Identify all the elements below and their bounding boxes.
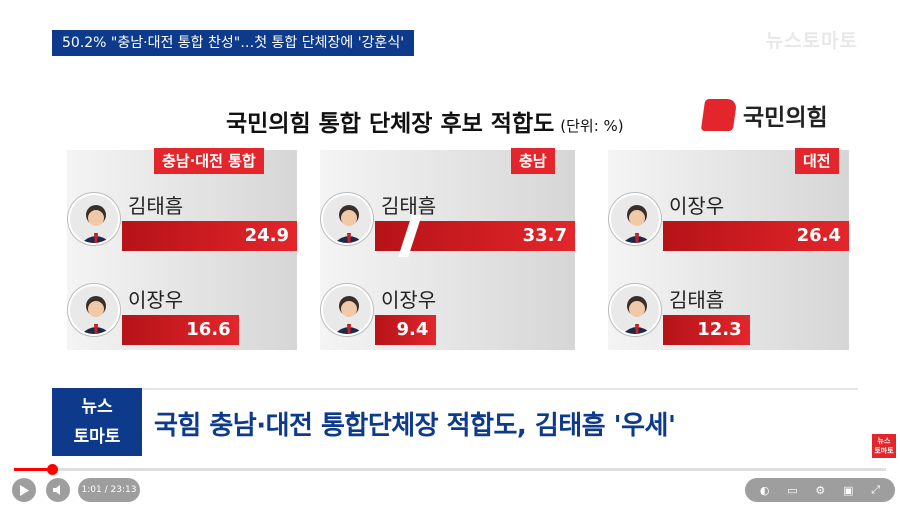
- bar: [122, 221, 297, 251]
- chart-title: 국민의힘 통합 단체장 후보 적합도 (단위: %): [226, 104, 624, 138]
- time-display: 1:01 / 23:13: [78, 478, 140, 502]
- candidate-photo: [609, 284, 661, 336]
- corner-logo: 뉴스 토마토: [872, 434, 896, 458]
- bar: [663, 221, 849, 251]
- subtitles-icon[interactable]: ▭: [787, 483, 798, 497]
- play-button[interactable]: [12, 478, 36, 502]
- lower-third-bar: 국힘 충남·대전 통합단체장 적합도, 김태흠 '우세': [142, 388, 858, 456]
- candidate-name: 김태흠: [381, 194, 437, 218]
- candidate-photo: [321, 193, 373, 245]
- bar: [663, 315, 750, 345]
- bar-value-label: 24.9: [244, 225, 289, 246]
- miniplayer-icon[interactable]: ▣: [843, 483, 854, 497]
- progress-fill: [14, 468, 53, 471]
- party-logo: 국민의힘: [700, 98, 828, 132]
- headline: 국힘 충남·대전 통합단체장 적합도, 김태흠 '우세': [154, 410, 676, 441]
- chart-title-text: 국민의힘 통합 단체장 후보 적합도: [226, 111, 555, 137]
- bar-value-label: 9.4: [396, 319, 429, 340]
- corner-logo-line1: 뉴스: [877, 437, 891, 445]
- candidate-photo: [68, 193, 120, 245]
- lower-third-logo: 뉴스 토마토: [52, 388, 142, 456]
- bar-value-label: 26.4: [796, 225, 841, 246]
- region-tag-2: 충남: [511, 148, 555, 174]
- corner-logo-line2: 토마토: [874, 447, 894, 455]
- chart-unit: (단위: %): [560, 117, 624, 135]
- play-icon: [20, 484, 29, 496]
- candidate-name: 김태흠: [669, 288, 725, 312]
- lower-third-logo-line1: 뉴스: [81, 397, 113, 417]
- autoplay-toggle-icon[interactable]: ◐: [759, 483, 770, 497]
- candidate-photo: [321, 284, 373, 336]
- party-name: 국민의힘: [743, 105, 828, 131]
- bar-value-label: 12.3: [697, 319, 742, 340]
- settings-icon[interactable]: ⚙: [815, 483, 826, 497]
- progress-scrubber[interactable]: [47, 464, 59, 475]
- bar: [122, 315, 239, 345]
- bar: [375, 315, 437, 345]
- volume-icon: [53, 485, 60, 495]
- candidate-name: 이장우: [128, 288, 184, 312]
- candidate-photo: [609, 193, 661, 245]
- bar-value-label: 16.6: [186, 319, 231, 340]
- player-controls-right: ◐ ▭ ⚙ ▣ ⤢: [745, 478, 895, 502]
- brand-watermark: 뉴스토마토: [765, 30, 858, 52]
- volume-button[interactable]: [46, 478, 70, 502]
- lower-third-logo-line2: 토마토: [73, 427, 121, 447]
- region-tag-1: 충남·대전 통합: [154, 148, 264, 174]
- bar-value-label: 33.7: [522, 225, 567, 246]
- top-caption: 50.2% "충남·대전 통합 찬성"…첫 통합 단체장에 '강훈식': [52, 30, 415, 56]
- progress-bar[interactable]: [14, 464, 886, 475]
- region-tag-3: 대전: [795, 148, 839, 174]
- candidate-name: 김태흠: [128, 194, 184, 218]
- candidate-name: 이장우: [669, 194, 725, 218]
- party-mark-icon: [700, 99, 738, 131]
- candidate-photo: [68, 284, 120, 336]
- candidate-name: 이장우: [381, 288, 437, 312]
- fullscreen-icon[interactable]: ⤢: [871, 483, 881, 496]
